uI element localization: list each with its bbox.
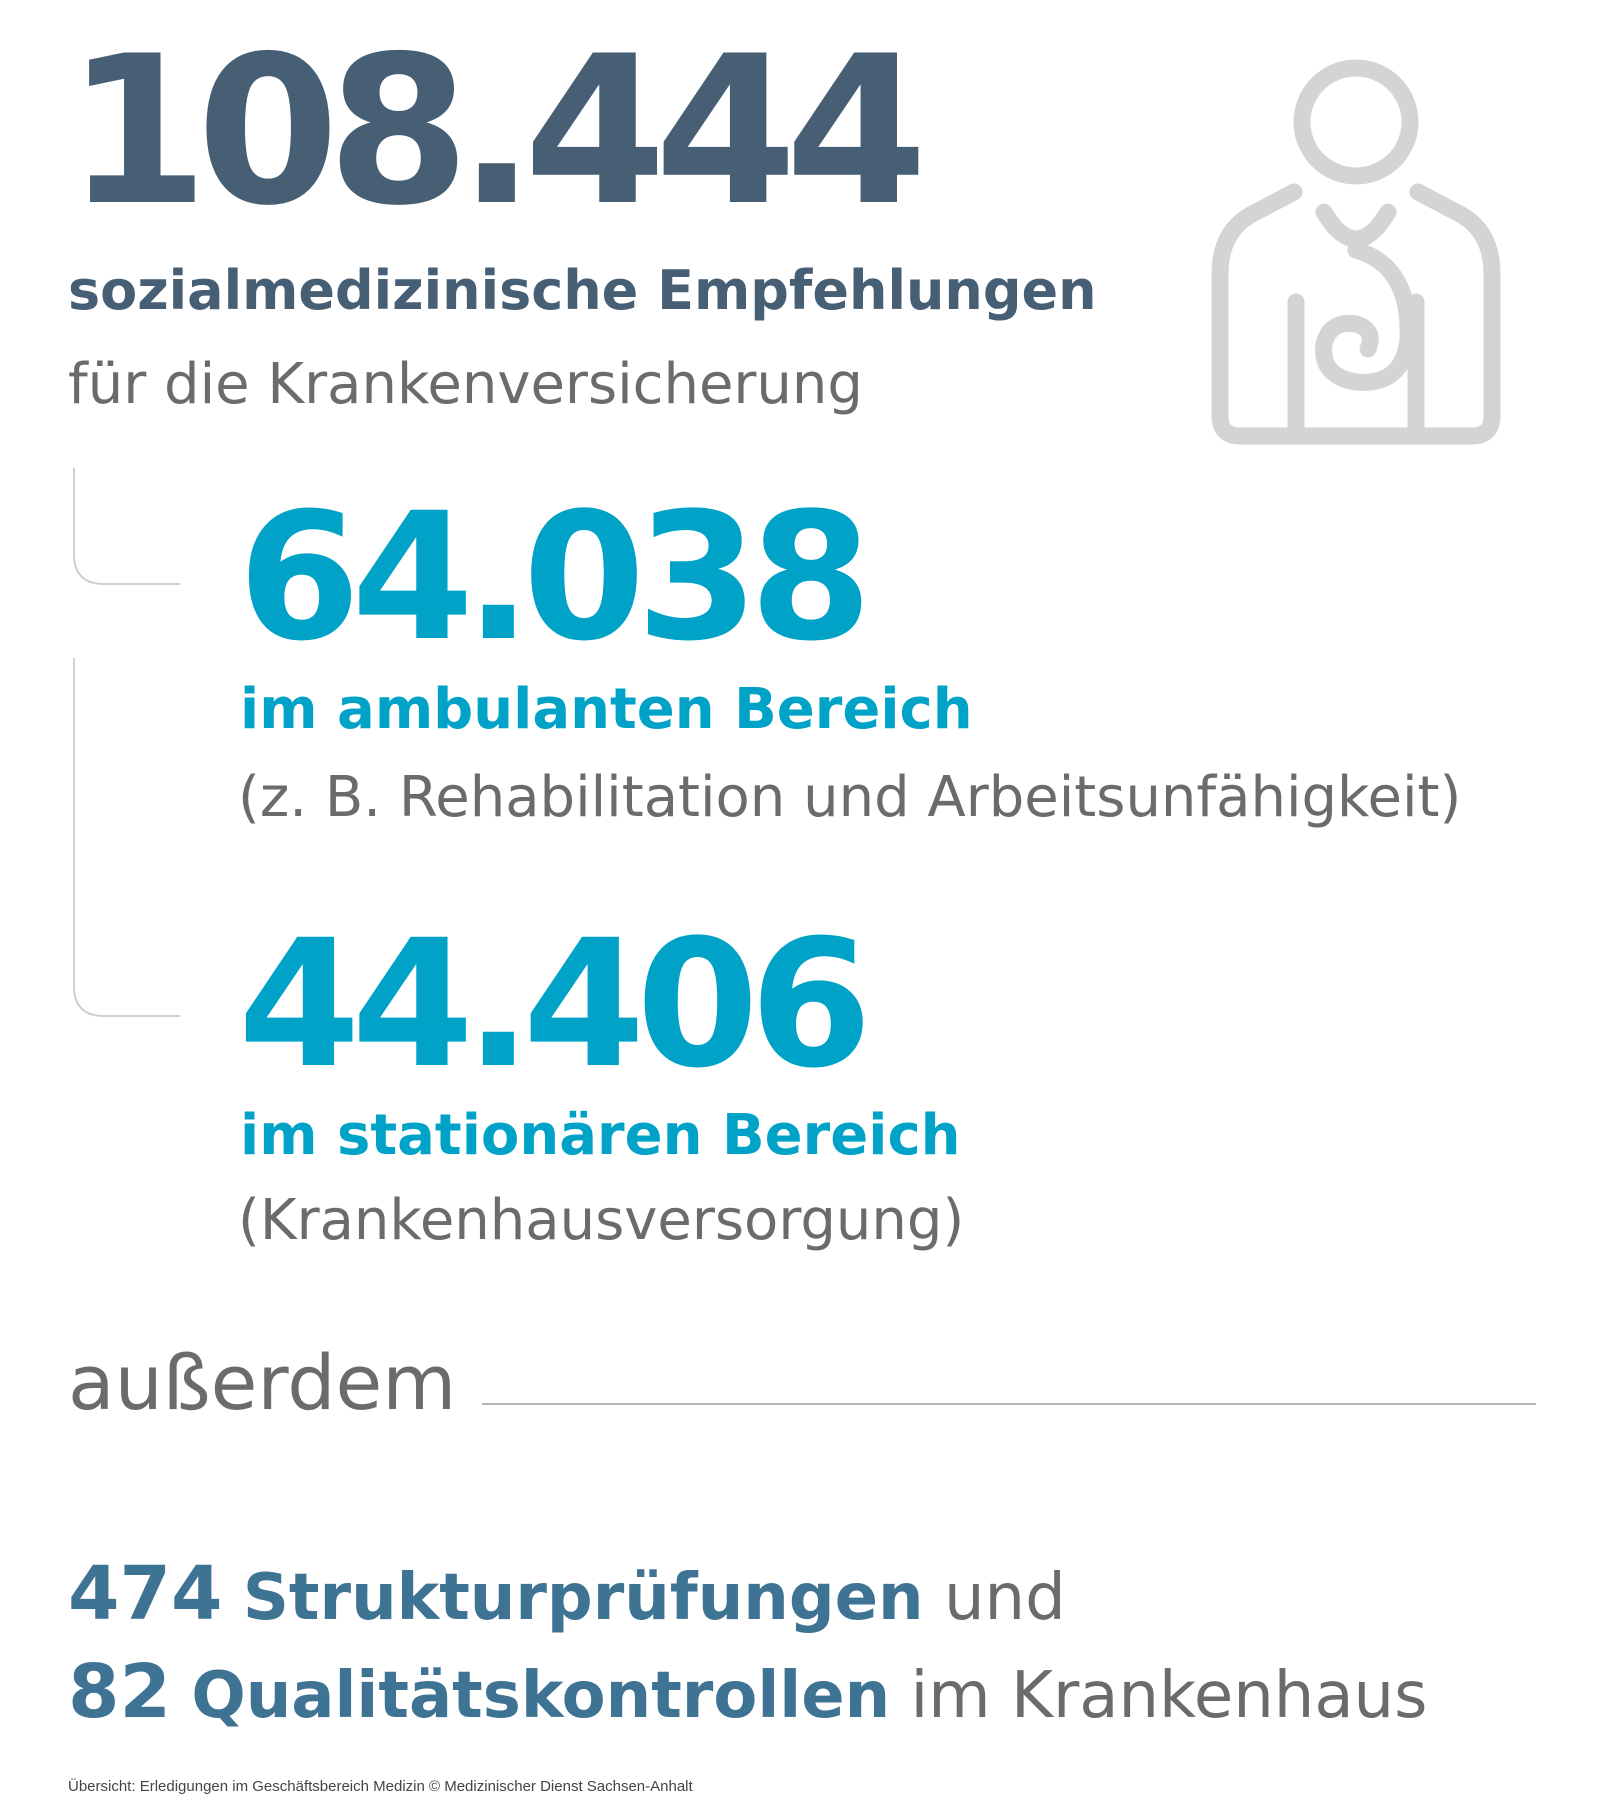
structure-checks-number: 474	[68, 1551, 223, 1637]
ambulant-note: (z. B. Rehabilitation und Arbeitsunfähig…	[238, 765, 1462, 830]
ambulant-label: im ambulanten Bereich	[240, 677, 973, 742]
total-recommendations-title: sozialmedizinische Empfehlungen	[68, 259, 1097, 322]
total-recommendations-subtitle: für die Krankenversicherung	[68, 352, 863, 417]
quality-controls-label: Qualitätskontrollen	[191, 1659, 891, 1733]
quality-controls-number: 82	[68, 1649, 171, 1735]
quality-controls-line: 82 Qualitätskontrollen im Krankenhaus	[68, 1655, 1427, 1729]
structure-checks-suffix: und	[943, 1561, 1066, 1635]
stationaer-label: im stationären Bereich	[240, 1103, 961, 1168]
footer-caption: Übersicht: Erledigungen im Geschäftsbere…	[68, 1778, 693, 1795]
total-recommendations-number: 108.444	[66, 13, 928, 251]
structure-checks-line: 474 Strukturprüfungen und	[68, 1557, 1066, 1631]
bracket-connector	[73, 468, 180, 1017]
divider-line	[482, 1403, 1536, 1405]
ausserdem-heading: außerdem	[68, 1338, 457, 1427]
quality-controls-suffix: im Krankenhaus	[910, 1659, 1428, 1733]
structure-checks-label: Strukturprüfungen	[242, 1561, 924, 1635]
stationaer-number: 44.406	[238, 902, 872, 1107]
doctor-stethoscope-icon	[1211, 59, 1501, 445]
stationaer-note: (Krankenhausversorgung)	[238, 1188, 965, 1253]
ambulant-number: 64.038	[238, 475, 872, 680]
